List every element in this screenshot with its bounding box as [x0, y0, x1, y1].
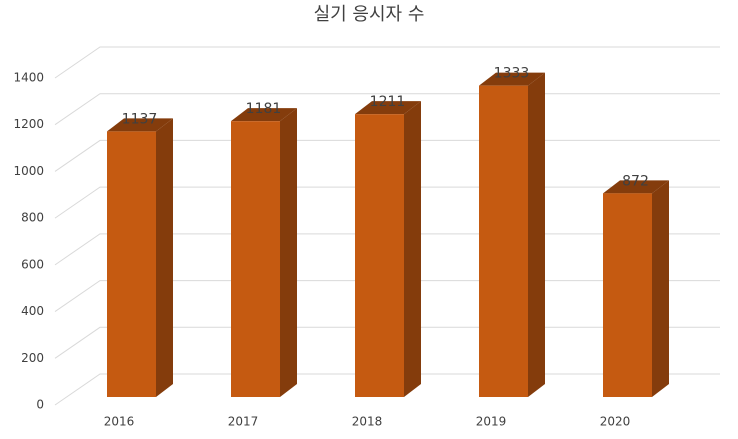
x-tick-label: 2019	[476, 415, 507, 429]
bar-side	[404, 101, 421, 398]
x-tick-label: 2018	[352, 415, 383, 429]
grid-line	[54, 46, 720, 79]
chart-title: 실기 응시자 수	[314, 4, 425, 25]
bar	[231, 121, 280, 397]
bar-top	[107, 118, 173, 132]
y-tick-label: 600	[21, 257, 44, 271]
x-tick-label: 2020	[600, 415, 631, 429]
bar-top	[355, 101, 421, 115]
bar	[479, 85, 528, 397]
value-label: 1333	[494, 66, 530, 82]
value-label: 1181	[246, 101, 282, 117]
value-label: 1137	[122, 111, 158, 127]
bar-side	[280, 108, 297, 397]
bar	[355, 114, 404, 398]
bar-side	[528, 72, 545, 397]
bar-side	[156, 118, 173, 397]
bar	[107, 131, 156, 397]
bar-top	[603, 180, 669, 194]
x-tick-label: 2016	[104, 415, 135, 429]
x-tick-label: 2017	[228, 415, 259, 429]
y-tick-label: 400	[21, 304, 44, 318]
y-tick-label: 200	[21, 351, 44, 365]
bar-top	[479, 72, 545, 86]
value-label: 1211	[370, 94, 406, 110]
value-label: 872	[622, 173, 649, 189]
y-tick-label: 800	[21, 211, 44, 225]
y-tick-label: 1400	[13, 71, 44, 85]
y-tick-label: 1200	[13, 117, 44, 131]
bar	[603, 193, 652, 397]
bar-top	[231, 108, 297, 122]
y-tick-label: 1000	[13, 164, 44, 178]
bar-side	[652, 180, 669, 397]
y-tick-label: 0	[36, 398, 44, 412]
